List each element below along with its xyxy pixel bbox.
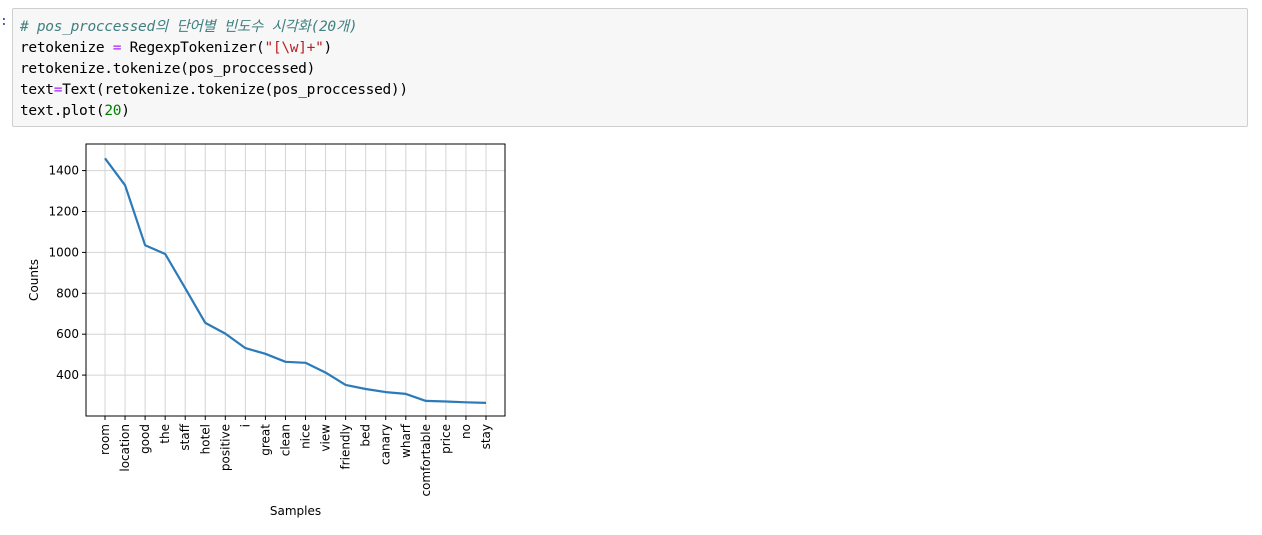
plot-frame [85,143,506,417]
counts-series-line [104,157,487,404]
x-gridlines [104,144,487,416]
cell-prompt: : [0,14,8,29]
y-gridlines [86,170,505,376]
x-tick-label: price [439,424,453,454]
x-tick-label: room [98,424,112,455]
y-tick-label: 400 [56,368,79,382]
y-tick-label: 800 [56,286,79,300]
x-tick-label: nice [299,424,313,449]
x-tick-label: good [138,424,152,454]
x-tick-label: comfortable [419,424,433,497]
code-string: "[\w]+" [264,40,324,56]
code-line-5: text.plot(20) [20,101,408,122]
code-token: ) [323,40,333,56]
x-tick-label: hotel [198,424,212,454]
x-tick-label: positive [218,424,232,471]
y-tick-label: 1200 [48,204,79,218]
y-axis-ticks: 400 600 800 1000 1200 1400 [48,164,86,382]
code-line-4: text=Text(retokenize.tokenize(pos_procce… [20,80,408,101]
code-token: retokenize [20,40,113,56]
y-tick-label: 600 [56,327,79,341]
x-tick-label: location [118,424,132,472]
code-operator: = [112,40,122,56]
cell-output: 400 600 800 1000 1200 1400 room location good th… [12,136,532,531]
x-tick-label: clean [278,424,292,456]
x-tick-label: view [319,424,333,452]
x-tick-label: no [459,424,473,439]
x-tick-label: wharf [399,423,413,458]
code-token: retokenize.tokenize(pos_proccessed) [20,61,316,77]
x-tick-label: canary [379,424,393,465]
code-cell[interactable]: # pos_proccessed의 단어별 빈도수 시각화(20개) retoke… [12,8,1248,127]
code-comment: # pos_proccessed의 단어별 빈도수 시각화(20개) [20,19,358,35]
code-token: RegexpTokenizer( [121,40,265,56]
code-editor[interactable]: # pos_proccessed의 단어별 빈도수 시각화(20개) retoke… [20,17,408,122]
y-tick-label: 1000 [48,245,79,259]
code-token: text.plot( [20,103,105,119]
x-tick-label: staff [178,423,192,450]
x-axis-label: Samples [270,504,321,518]
code-token: text [20,82,54,98]
x-tick-label: stay [479,424,493,449]
code-line-3: retokenize.tokenize(pos_proccessed) [20,59,408,80]
x-tick-label: i [238,424,252,427]
x-tick-label: great [258,424,272,456]
code-token: Text(retokenize.tokenize(pos_proccessed)… [62,82,408,98]
y-axis-label: Counts [27,259,41,301]
x-tick-label: friendly [339,424,353,470]
x-axis-ticks: room location good the staff hotel positive i gr… [98,416,493,497]
x-tick-label: bed [359,424,373,447]
y-tick-label: 1400 [48,164,79,178]
code-token: ) [121,103,130,119]
code-number: 20 [104,103,122,119]
code-operator: = [53,82,63,98]
frequency-line-chart: 400 600 800 1000 1200 1400 room location good th… [27,143,506,518]
x-tick-label: the [158,424,172,444]
code-line-1: # pos_proccessed의 단어별 빈도수 시각화(20개) [20,17,408,38]
code-line-2: retokenize = RegexpTokenizer("[\w]+") [20,38,408,59]
